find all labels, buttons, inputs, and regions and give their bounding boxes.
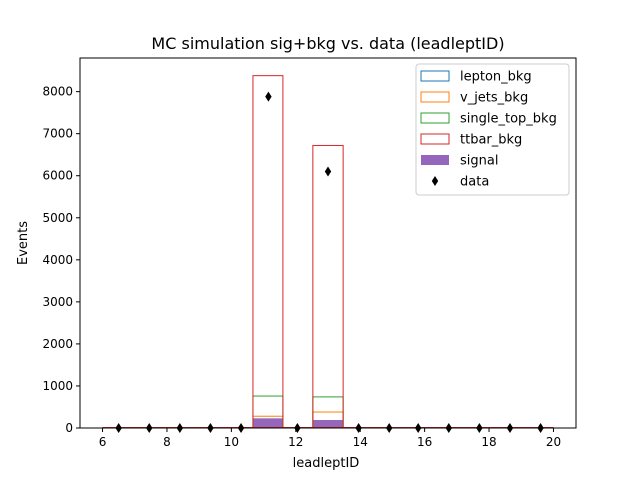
legend: lepton_bkg v_jets_bkg single_top_bkg ttbar_… [415,63,570,196]
legend-label-data: data [460,175,489,190]
x-tick-label: 6 [99,435,107,449]
legend-swatch-single_top_bkg [420,112,450,124]
x-tick-label: 20 [546,435,561,449]
plot-frame [79,57,577,429]
legend-label-lepton_bkg: lepton_bkg [460,70,532,85]
y-axis-ticks: 0 1000 2000 3000 4000 5000 6000 7000 8000 [42,85,80,435]
legend-label-v_jets_bkg: v_jets_bkg [460,91,528,106]
legend-marker-data [431,176,439,186]
x-tick-label: 14 [353,435,368,449]
x-tick-label: 16 [417,435,432,449]
y-tick-label: 2000 [42,337,73,351]
y-tick-label: 5000 [42,211,73,225]
x-axis-ticks: 6 8 10 12 14 16 18 20 [99,428,561,449]
x-axis-label: leadleptID [293,456,360,471]
legend-label-ttbar_bkg: ttbar_bkg [460,133,522,148]
y-tick-label: 7000 [42,127,73,141]
chart-title: MC simulation sig+bkg vs. data (leadlept… [151,34,504,53]
y-tick-label: 1000 [42,379,73,393]
legend-label-signal: signal [460,154,498,169]
legend-swatch-signal [421,155,449,165]
legend-label-single_top_bkg: single_top_bkg [460,112,557,127]
legend-swatch-v_jets_bkg [420,91,450,103]
bar-signal [252,418,283,428]
y-axis-label: Events [16,221,31,265]
legend-box [415,63,570,196]
bar-ttbar_bkg [312,144,344,429]
y-tick-label: 4000 [42,253,73,267]
y-tick-label: 0 [65,421,73,435]
x-tick-label: 10 [224,435,239,449]
x-tick-label: 18 [481,435,496,449]
y-tick-label: 3000 [42,295,73,309]
data-point [324,166,332,177]
x-tick-label: 8 [163,435,171,449]
y-tick-label: 6000 [42,169,73,183]
data-point [265,91,272,102]
x-tick-label: 12 [288,435,303,449]
legend-swatch-ttbar_bkg [420,133,450,145]
bar-ttbar_bkg [252,75,284,429]
y-tick-label: 8000 [42,85,73,99]
legend-swatch-lepton_bkg [420,70,450,82]
bar-signal [312,420,344,428]
